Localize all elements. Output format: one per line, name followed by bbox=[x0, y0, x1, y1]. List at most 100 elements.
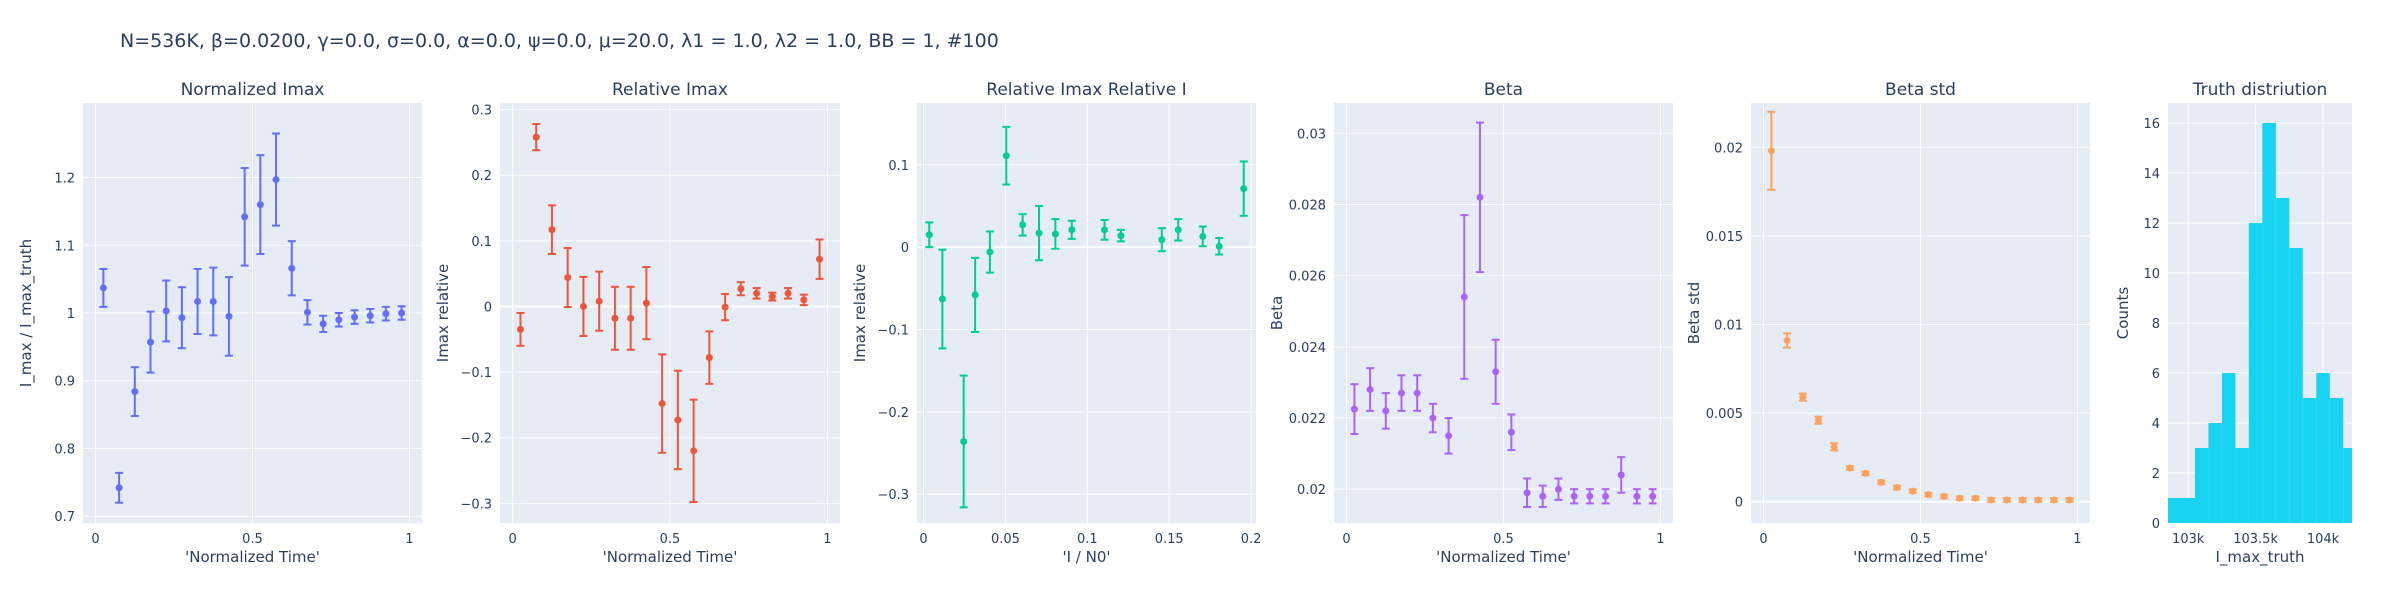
data-point bbox=[1002, 152, 1010, 160]
x-axis-label: I_max_truth bbox=[2215, 548, 2304, 567]
x-tick-label: 103k bbox=[2172, 532, 2205, 547]
data-point bbox=[209, 297, 217, 305]
data-point bbox=[938, 295, 946, 303]
y-tick-label: 0.022 bbox=[1289, 412, 1326, 427]
data-point bbox=[1924, 491, 1932, 499]
x-tick-label: 0.5 bbox=[660, 532, 681, 547]
histogram-bar bbox=[2316, 373, 2330, 523]
y-tick-label: 8 bbox=[2152, 317, 2160, 332]
y-tick-label: 0.015 bbox=[1706, 230, 1743, 245]
data-point bbox=[194, 297, 202, 305]
y-tick-label: 0.024 bbox=[1289, 341, 1326, 356]
data-point bbox=[1814, 416, 1822, 424]
data-point bbox=[1476, 193, 1484, 201]
x-tick-label: 1 bbox=[823, 532, 831, 547]
data-point bbox=[1382, 407, 1390, 415]
y-axis-label: Beta std bbox=[1685, 282, 1703, 345]
data-point bbox=[548, 226, 556, 234]
y-tick-label: 12 bbox=[2143, 217, 2160, 232]
y-tick-label: 0.02 bbox=[1714, 141, 1743, 156]
subplot-6: 0 2 4 6 8 10 12 14 16 103k 103.5k 104k Truth distriu… bbox=[2114, 80, 2352, 567]
data-point bbox=[2003, 496, 2011, 504]
data-point bbox=[674, 416, 682, 424]
x-tick-label: 103.5k bbox=[2233, 532, 2278, 547]
y-axis-label: I_max / I_max_truth bbox=[17, 239, 36, 387]
data-point bbox=[1051, 230, 1059, 238]
y-tick-label: 1 bbox=[67, 307, 75, 322]
subplot-1: 0.7 0.8 0.9 1 1.1 1.2 0 0.5 1 Normalized Imax 'Nor… bbox=[17, 80, 422, 566]
x-axis-label: 'Normalized Time' bbox=[1436, 548, 1571, 566]
x-axis-label: 'Normalized Time' bbox=[185, 548, 320, 566]
data-point bbox=[960, 437, 968, 445]
data-point bbox=[241, 213, 249, 221]
data-point bbox=[564, 274, 572, 282]
data-point bbox=[1240, 185, 1248, 193]
y-tick-label: 10 bbox=[2143, 267, 2160, 282]
x-tick-label: 0.5 bbox=[1493, 532, 1514, 547]
data-point bbox=[1397, 389, 1405, 397]
y-tick-label: 14 bbox=[2143, 167, 2160, 182]
subplot-title: Beta bbox=[1484, 80, 1523, 100]
x-axis-label: 'Normalized Time' bbox=[1853, 548, 1988, 566]
y-tick-label: 6 bbox=[2152, 367, 2160, 382]
y-tick-label: 0 bbox=[1735, 496, 1743, 511]
x-tick-label: 1 bbox=[2073, 532, 2081, 547]
histogram-bar bbox=[2262, 123, 2276, 523]
data-point bbox=[627, 314, 635, 322]
x-axis-label: 'Normalized Time' bbox=[603, 548, 738, 566]
subplot-title: Truth distriution bbox=[2192, 80, 2328, 100]
subplot-3: −0.3 −0.2 −0.1 0 0.1 0 0.05 0.1 0.15 0.2 Relative … bbox=[851, 80, 1261, 566]
data-point bbox=[366, 312, 374, 320]
subplot-title: Normalized Imax bbox=[181, 80, 325, 100]
data-point bbox=[705, 354, 713, 362]
x-tick-label: 0 bbox=[1759, 532, 1767, 547]
data-point bbox=[272, 176, 280, 184]
data-point bbox=[351, 313, 359, 321]
data-point bbox=[146, 338, 154, 346]
data-point bbox=[800, 296, 808, 304]
y-tick-label: 0.1 bbox=[471, 235, 492, 250]
data-point bbox=[690, 447, 698, 455]
data-point bbox=[1523, 489, 1531, 497]
histogram-bar bbox=[2302, 398, 2317, 523]
data-point bbox=[256, 201, 264, 209]
y-tick-label: 16 bbox=[2143, 117, 2160, 132]
figure-title: N=536K, β=0.0200, γ=0.0, σ=0.0, α=0.0, ψ… bbox=[120, 30, 999, 52]
data-point bbox=[1460, 293, 1468, 301]
histogram-bar bbox=[2248, 223, 2263, 523]
y-axis-label: Imax relative bbox=[851, 264, 869, 362]
data-point bbox=[319, 320, 327, 328]
x-tick-label: 0 bbox=[1342, 532, 1350, 547]
data-point bbox=[721, 303, 729, 311]
histogram-bar bbox=[2329, 398, 2344, 523]
histogram-bar bbox=[2275, 198, 2290, 523]
y-tick-label: 0.005 bbox=[1706, 407, 1743, 422]
data-point bbox=[611, 314, 619, 322]
data-point bbox=[579, 302, 587, 310]
data-point bbox=[335, 316, 343, 324]
y-tick-label: 0.8 bbox=[54, 442, 75, 457]
subplot-4: 0.02 0.022 0.024 0.026 0.028 0.03 0 0.5 1 Beta 'No… bbox=[1268, 80, 1673, 566]
data-point bbox=[1019, 221, 1027, 229]
y-tick-label: −0.3 bbox=[460, 497, 492, 512]
y-tick-label: −0.2 bbox=[877, 406, 909, 421]
data-point bbox=[1570, 492, 1578, 500]
y-tick-label: −0.3 bbox=[877, 488, 909, 503]
x-tick-label: 1 bbox=[1656, 532, 1664, 547]
histogram-bar bbox=[2221, 373, 2236, 523]
x-tick-label: 0.5 bbox=[242, 532, 263, 547]
x-tick-label: 0 bbox=[508, 532, 516, 547]
data-point bbox=[1602, 492, 1610, 500]
data-point bbox=[1987, 496, 1995, 504]
data-point bbox=[1830, 443, 1838, 451]
histogram-bar bbox=[2343, 448, 2352, 523]
data-point bbox=[398, 309, 406, 317]
y-tick-label: 0 bbox=[2152, 517, 2160, 532]
x-tick-label: 104k bbox=[2307, 532, 2340, 547]
data-point bbox=[1649, 492, 1657, 500]
data-point bbox=[1862, 469, 1870, 477]
data-point bbox=[178, 314, 186, 322]
data-point bbox=[1633, 492, 1641, 500]
y-tick-label: −0.2 bbox=[460, 432, 492, 447]
x-axis-label: 'I / N0' bbox=[1062, 548, 1110, 566]
